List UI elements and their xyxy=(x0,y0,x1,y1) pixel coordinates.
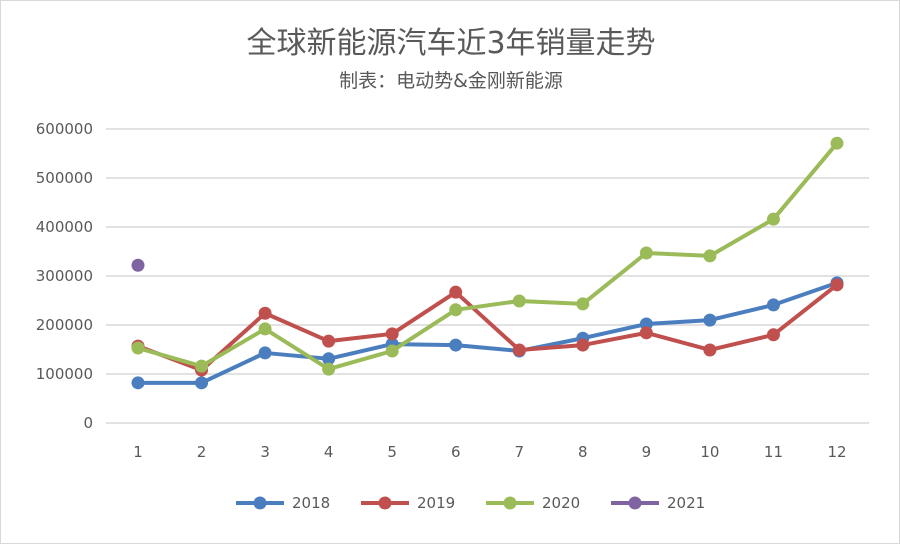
y-tick-label: 300000 xyxy=(36,267,93,285)
legend-marker-2019 xyxy=(378,496,392,510)
y-tick-label: 400000 xyxy=(36,218,93,236)
data-point-2020 xyxy=(131,341,145,355)
data-point-2019 xyxy=(322,334,336,348)
series-line-2020 xyxy=(137,141,839,372)
data-point-2020 xyxy=(258,322,272,336)
data-point-2019 xyxy=(830,278,844,292)
data-point-2019 xyxy=(766,328,780,342)
data-point-2018 xyxy=(322,352,336,366)
data-point-2018 xyxy=(195,376,209,390)
data-point-2019 xyxy=(576,338,590,352)
legend-marker-2021 xyxy=(628,496,642,510)
data-point-2020 xyxy=(322,362,336,376)
x-tick-label: 11 xyxy=(764,443,783,461)
x-tick-label: 4 xyxy=(324,443,334,461)
series-line-2019 xyxy=(137,283,839,373)
x-tick-label: 12 xyxy=(827,443,846,461)
data-point-2020 xyxy=(576,297,590,311)
data-point-2020 xyxy=(512,294,526,308)
data-point-2020 xyxy=(195,359,209,373)
data-point-2018 xyxy=(703,313,717,327)
data-point-2020 xyxy=(830,136,844,150)
x-tick-label: 8 xyxy=(578,443,588,461)
data-point-2019 xyxy=(449,285,463,299)
y-tick-label: 200000 xyxy=(36,316,93,334)
data-point-2020 xyxy=(766,212,780,226)
chart-title: 全球新能源汽车近3年销量走势 xyxy=(246,26,655,61)
legend-label-2020: 2020 xyxy=(542,494,580,512)
chart-subtitle: 制表：电动势&金刚新能源 xyxy=(339,70,563,92)
y-tick-label: 500000 xyxy=(36,169,93,187)
x-tick-label: 10 xyxy=(700,443,719,461)
y-tick-label: 0 xyxy=(83,414,93,432)
y-tick-label: 100000 xyxy=(36,365,93,383)
data-point-2019 xyxy=(703,343,717,357)
data-point-2021 xyxy=(131,258,145,272)
data-point-2019 xyxy=(639,326,653,340)
data-point-2020 xyxy=(703,249,717,263)
legend-marker-2018 xyxy=(253,496,267,510)
data-point-2020 xyxy=(449,303,463,317)
legend-label-2018: 2018 xyxy=(292,494,330,512)
legend-label-2019: 2019 xyxy=(417,494,455,512)
data-point-2019 xyxy=(512,343,526,357)
data-point-2019 xyxy=(385,327,399,341)
legend-label-2021: 2021 xyxy=(667,494,705,512)
y-tick-label: 600000 xyxy=(36,120,93,138)
data-point-2020 xyxy=(385,344,399,358)
data-point-2020 xyxy=(639,246,653,260)
x-tick-label: 5 xyxy=(387,443,397,461)
data-point-2018 xyxy=(449,338,463,352)
x-tick-label: 6 xyxy=(451,443,461,461)
data-point-2019 xyxy=(258,306,272,320)
x-tick-label: 3 xyxy=(260,443,270,461)
x-tick-label: 1 xyxy=(133,443,143,461)
data-point-2018 xyxy=(766,298,780,312)
legend-marker-2020 xyxy=(503,496,517,510)
series-line-2018 xyxy=(138,280,838,385)
x-tick-label: 9 xyxy=(642,443,652,461)
data-point-2018 xyxy=(258,346,272,360)
x-tick-label: 7 xyxy=(514,443,524,461)
data-point-2018 xyxy=(131,376,145,390)
x-tick-label: 2 xyxy=(197,443,207,461)
